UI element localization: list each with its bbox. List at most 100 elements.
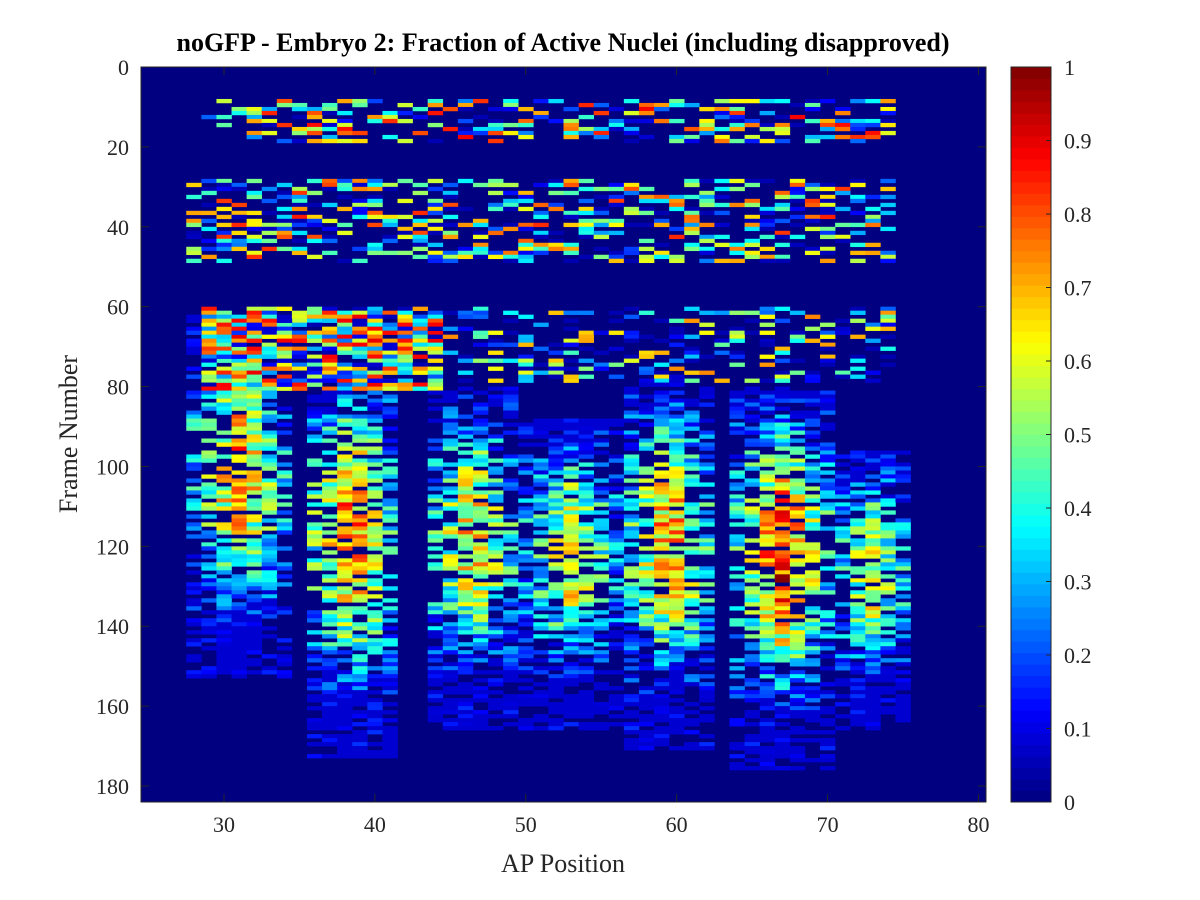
heatmap-cell [231,562,247,567]
heatmap-cell [548,710,564,715]
heatmap-cell [352,322,368,327]
heatmap-cell [865,134,881,140]
heatmap-cell [578,254,594,260]
heatmap-cell [789,482,806,487]
heatmap-cell [382,410,398,415]
heatmap-cell [563,426,579,431]
heatmap-cell [276,562,293,567]
heatmap-cell [231,642,247,647]
heatmap-cell [488,642,504,647]
heatmap-cell [186,326,202,331]
heatmap-cell [835,106,851,112]
heatmap-cell [880,622,896,627]
heatmap-cell [352,638,368,643]
heatmap-cell [306,114,323,120]
heatmap-cell [216,666,232,671]
heatmap-cell [895,546,911,551]
heatmap-cell [261,666,278,671]
heatmap-cell [789,662,806,667]
heatmap-cell [669,454,685,459]
heatmap-cell [608,538,625,543]
heatmap-cell [789,702,806,707]
heatmap-cell [623,566,640,571]
heatmap-cell [457,534,474,539]
heatmap-cell [699,202,715,208]
heatmap-cell [563,178,579,184]
heatmap-cell [246,526,263,531]
heatmap-cell [518,490,534,495]
heatmap-cell [744,642,760,647]
heatmap-cell [246,502,263,507]
heatmap-cell [276,518,293,523]
heatmap-cell [820,426,836,431]
heatmap-cell [880,642,896,647]
heatmap-cell [804,642,821,647]
heatmap-cell [880,466,896,471]
heatmap-cell [337,462,353,467]
heatmap-cell [533,114,549,120]
heatmap-cell [412,234,428,240]
heatmap-cell [367,318,383,323]
heatmap-cell [367,622,383,627]
heatmap-cell [880,98,896,104]
heatmap-cell [352,138,368,144]
heatmap-cell [412,342,428,347]
heatmap-cell [231,394,247,399]
heatmap-cell [472,606,489,611]
heatmap-cell [442,686,459,691]
heatmap-cell [774,374,791,379]
heatmap-cell [397,330,413,335]
heatmap-cell [231,666,247,671]
heatmap-cell [623,330,640,335]
heatmap-cell [684,438,700,443]
heatmap-cell [276,306,293,311]
heatmap-cell [563,422,579,427]
heatmap-cell [548,482,564,487]
heatmap-cell [638,594,655,599]
heatmap-cell [186,194,202,200]
heatmap-cell [322,642,338,647]
heatmap-cell [397,110,413,116]
heatmap-cell [337,330,353,335]
heatmap-cell [216,114,232,120]
heatmap-cell [533,726,549,731]
heatmap-cell [472,670,489,675]
heatmap-cell [759,246,776,252]
heatmap-cell [895,662,911,667]
heatmap-cell [246,370,263,375]
heatmap-cell [291,186,308,192]
heatmap-cell [895,574,911,579]
heatmap-cell [427,250,444,256]
heatmap-cell [850,642,866,647]
heatmap-cell [563,350,579,355]
heatmap-cell [699,354,715,359]
heatmap-cell [744,330,760,335]
heatmap-cell [684,230,700,236]
heatmap-cell [548,366,564,371]
heatmap-cell [714,378,730,383]
heatmap-cell [291,190,308,196]
heatmap-cell [367,646,383,651]
heatmap-cell [548,514,564,519]
heatmap-cell [201,454,217,459]
heatmap-cell [714,194,730,200]
heatmap-cell [744,746,760,751]
heatmap-cell [442,706,459,711]
heatmap-cell [774,378,791,383]
heatmap-cell [231,522,247,527]
heatmap-cell [593,230,610,236]
heatmap-cell [186,314,202,319]
heatmap-cell [744,678,760,683]
heatmap-cell [759,766,776,771]
heatmap-cell [623,442,640,447]
heatmap-cell [261,486,278,491]
heatmap-cell [503,670,519,675]
heatmap-cell [729,186,745,192]
heatmap-cell [774,318,791,323]
heatmap-cell [669,650,685,655]
heatmap-cell [186,394,202,399]
heatmap-cell [729,114,745,120]
heatmap-cell [623,502,640,507]
heatmap-cell [835,702,851,707]
heatmap-cell [578,438,594,443]
